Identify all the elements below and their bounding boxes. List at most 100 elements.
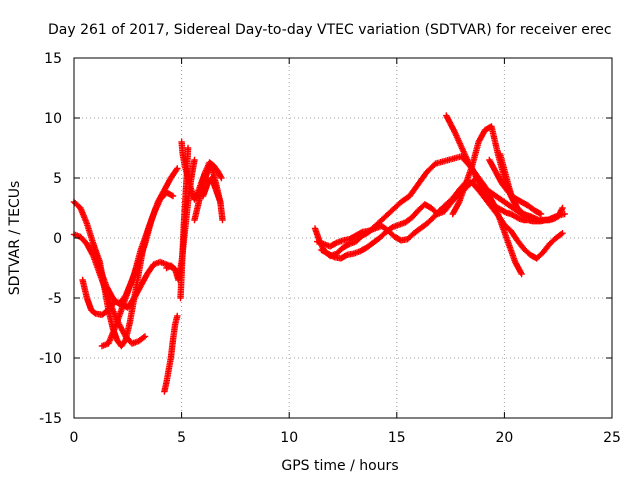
data-point-fill [456,140,466,154]
x-tick-label-4: 20 [495,430,513,446]
data-point-fill [504,210,513,217]
data-point-fill [188,158,198,180]
data-point-fill [541,242,552,255]
data-point-fill [412,226,423,236]
data-point-fill [347,233,358,242]
data-point-fill [476,128,488,144]
data-point-fill [482,194,492,204]
x-tick-label-1: 5 [177,430,186,446]
x-tick-label-3: 15 [388,430,406,446]
y-tick-labels: 15 10 5 0 -5 -10 -15 [39,51,62,427]
data-point-fill [168,166,180,180]
data-point-fill [450,200,462,216]
series-arc5 [98,189,177,350]
data-point-fill [163,368,172,384]
data-point-fill [513,214,522,222]
data-point-fill [425,215,436,226]
y-tick-label-0: 15 [44,51,62,67]
data-point-fill [532,207,543,217]
data-point-fill [437,202,449,213]
data-point-fill [84,222,97,246]
data-point [559,230,566,237]
data-point-fill [488,124,501,156]
data-point-fill [138,272,150,288]
data-point-fill [84,242,96,258]
data-point-fill [101,284,112,312]
data-point [537,210,545,218]
data-point-fill [486,158,499,174]
data-point-fill [345,250,356,258]
data-point-fill [512,260,525,276]
data-point-fill [100,341,111,349]
data-point-fill [424,161,438,174]
series-arc6 [161,312,181,395]
data-point-fill [539,217,548,224]
data-point-fill [79,278,90,300]
data-point-fill [144,262,156,276]
data-point-fill [448,194,460,206]
data-point-fill [118,290,131,312]
data-point-fill [407,182,421,198]
data-point-fill [409,208,421,220]
data-point-fill [480,182,492,198]
data-point-fill [347,239,358,247]
data-point-fill [499,224,512,246]
data-point-fill [422,201,434,211]
data-point-fill [386,206,397,216]
x-tick-label-2: 10 [280,430,298,446]
y-axis-label: SDTVAR / TECUs [7,181,23,296]
data-point-fill [493,170,505,186]
series-arc18 [496,150,530,220]
data-point-fill [319,247,330,257]
series-arc15 [443,112,566,225]
data-point-fill [510,197,520,210]
data-point-fill [502,222,513,233]
x-axis-label: GPS time / hours [281,458,398,474]
data-point-fill [96,260,108,288]
data-point-fill [341,241,352,251]
data-point-fill [461,150,471,163]
data-point-fill [397,219,407,228]
x-tick-label-0: 0 [70,430,79,446]
data-point [559,204,566,212]
data-point-fill [469,140,482,168]
data-point-fill [487,199,496,208]
data-point [219,216,226,224]
data-point [191,156,198,164]
data-point-fill [89,307,98,316]
data-point [169,192,177,200]
y-tick-label-5: -10 [39,351,62,367]
data-point-fill [517,216,526,223]
data-point-fill [334,245,345,256]
data-point-fill [515,238,526,251]
data-point-fill [448,122,458,135]
data-point-fill [442,201,453,214]
data-point-fill [328,240,339,249]
data-point-fill [138,230,150,252]
data-point-fill [519,199,530,209]
data-point-fill [130,338,141,347]
data-point-fill [127,296,138,324]
y-tick-label-3: 0 [53,231,62,247]
data-point-fill [392,200,404,210]
data-point-fill [341,236,352,244]
data-point-fill [377,230,388,240]
data-point-fill [491,203,500,211]
data-point-fill [534,250,546,261]
x-tick-labels: 0 5 10 15 20 25 [70,430,621,446]
data-point-fill [90,242,103,264]
data-point-fill [93,310,104,318]
data-point-fill [181,188,190,210]
data-point-fill [191,200,202,222]
data-point-fill [452,130,462,144]
data-point-fill [384,224,395,235]
data-point-fill [180,206,188,228]
data-point-fill [131,272,142,300]
series-arc11 [199,174,224,206]
x-tick-label-5: 25 [603,430,621,446]
data-point [218,174,225,182]
data-point-fill [554,230,565,241]
data-point-fill [555,206,565,219]
data-point-fill [364,240,376,250]
